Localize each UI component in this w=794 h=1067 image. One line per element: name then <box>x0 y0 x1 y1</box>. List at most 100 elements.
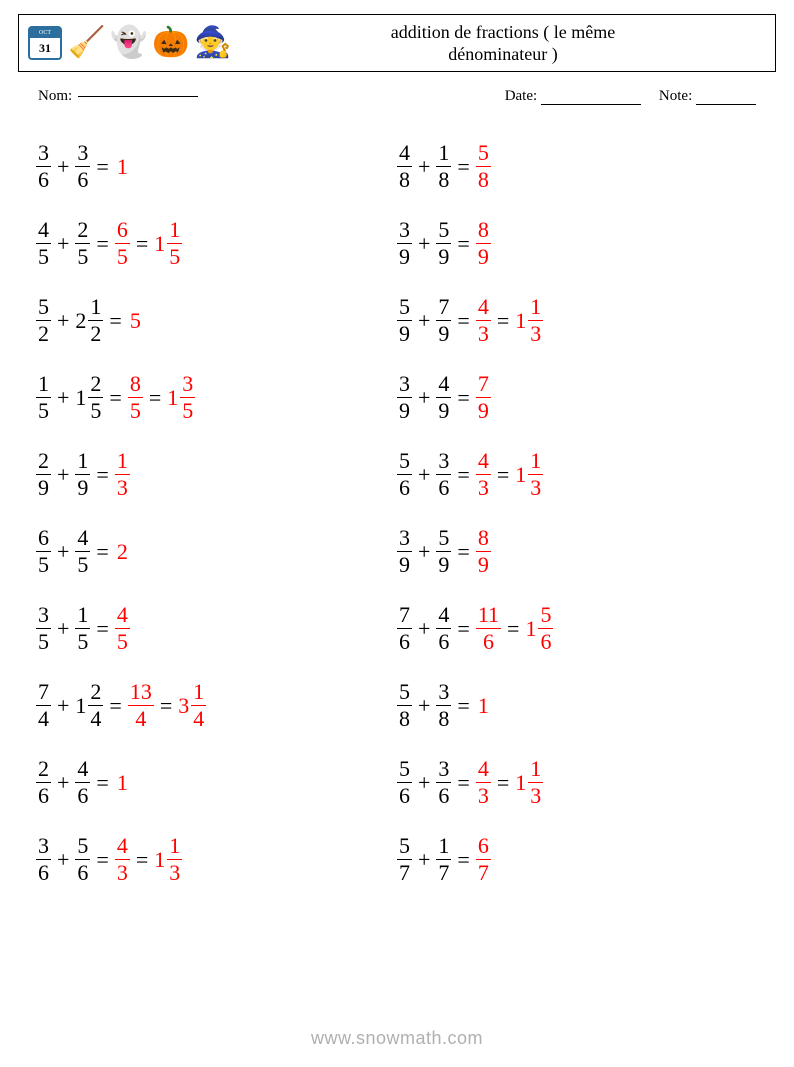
pumpkin-icon: 🎃 <box>153 25 189 61</box>
answer-fraction: 43 <box>476 450 491 499</box>
grade-label: Note: <box>659 88 692 104</box>
equals-sign: = <box>491 772 515 794</box>
fraction: 24 <box>88 681 103 730</box>
fraction: 36 <box>36 142 51 191</box>
expression: 39+59=89 <box>397 527 491 576</box>
plus-sign: + <box>51 541 75 563</box>
answer-fraction: 58 <box>476 142 491 191</box>
fraction: 25 <box>88 373 103 422</box>
equals-sign: = <box>451 156 475 178</box>
problem-row: 52+212=559+79=43=113 <box>36 296 758 345</box>
answer-fraction: 13 <box>115 450 130 499</box>
fraction: 13 <box>528 450 543 499</box>
fraction: 12 <box>88 296 103 345</box>
watermark: www.snowmath.com <box>0 1028 794 1049</box>
fraction: 59 <box>436 527 451 576</box>
fraction: 65 <box>36 527 51 576</box>
plus-sign: + <box>412 310 436 332</box>
answer-fraction: 43 <box>476 758 491 807</box>
mixed-number: 212 <box>75 296 103 345</box>
plus-sign: + <box>412 695 436 717</box>
fraction: 59 <box>397 296 412 345</box>
expression: 15+125=85=135 <box>36 373 195 422</box>
problem-cell: 56+36=43=113 <box>397 758 758 807</box>
equals-sign: = <box>491 310 515 332</box>
plus-sign: + <box>412 464 436 486</box>
equals-sign: = <box>451 310 475 332</box>
problem-cell: 76+46=116=156 <box>397 604 758 653</box>
fraction: 56 <box>538 604 553 653</box>
calendar-icon: OCT31 <box>28 26 62 60</box>
fraction: 76 <box>397 604 412 653</box>
expression: 36+36=1 <box>36 142 130 191</box>
fraction: 38 <box>436 681 451 730</box>
fraction: 36 <box>75 142 90 191</box>
problem-cell: 52+212=5 <box>36 296 397 345</box>
plus-sign: + <box>51 233 75 255</box>
fraction: 74 <box>36 681 51 730</box>
problem-cell: 58+38=1 <box>397 681 758 730</box>
date-blank[interactable] <box>541 104 641 105</box>
equals-sign: = <box>501 618 525 640</box>
problem-cell: 35+15=45 <box>36 604 397 653</box>
answer-whole: 1 <box>115 156 130 178</box>
answer-whole: 1 <box>115 772 130 794</box>
broom-icon: 🧹 <box>69 25 105 61</box>
equals-sign: = <box>451 695 475 717</box>
problem-cell: 56+36=43=113 <box>397 450 758 499</box>
plus-sign: + <box>51 772 75 794</box>
grade-blank[interactable] <box>696 104 756 105</box>
plus-sign: + <box>51 387 75 409</box>
fraction: 45 <box>36 219 51 268</box>
worksheet-title: addition de fractions ( le même dénomina… <box>231 17 775 70</box>
fraction: 48 <box>397 142 412 191</box>
fraction: 46 <box>75 758 90 807</box>
problem-cell: 39+59=89 <box>397 219 758 268</box>
answer-fraction: 67 <box>476 835 491 884</box>
equals-sign: = <box>90 849 114 871</box>
fraction: 49 <box>436 373 451 422</box>
ghost-icon: 👻 <box>111 25 147 61</box>
problem-cell: 36+56=43=113 <box>36 835 397 884</box>
answer-mixed: 113 <box>515 758 543 807</box>
expression: 36+56=43=113 <box>36 835 182 884</box>
problem-cell: 48+18=58 <box>397 142 758 191</box>
expression: 76+46=116=156 <box>397 604 553 653</box>
equals-sign: = <box>451 849 475 871</box>
meta-right: Date: Note: <box>505 88 756 105</box>
problem-row: 29+19=1356+36=43=113 <box>36 450 758 499</box>
problem-cell: 39+59=89 <box>397 527 758 576</box>
answer-fraction: 45 <box>115 604 130 653</box>
expression: 59+79=43=113 <box>397 296 543 345</box>
equals-sign: = <box>90 464 114 486</box>
fraction: 15 <box>75 604 90 653</box>
meta-row: Nom: Date: Note: <box>26 78 768 114</box>
problem-cell: 36+36=1 <box>36 142 397 191</box>
fraction: 56 <box>397 758 412 807</box>
fraction: 46 <box>436 604 451 653</box>
problem-row: 36+56=43=11357+17=67 <box>36 835 758 884</box>
fraction: 39 <box>397 219 412 268</box>
date-label: Date: <box>505 88 537 104</box>
problem-row: 35+15=4576+46=116=156 <box>36 604 758 653</box>
fraction: 14 <box>191 681 206 730</box>
answer-mixed: 135 <box>167 373 195 422</box>
fraction: 56 <box>397 450 412 499</box>
fraction: 35 <box>180 373 195 422</box>
equals-sign: = <box>90 156 114 178</box>
name-blank[interactable] <box>78 96 198 97</box>
problem-cell: 26+46=1 <box>36 758 397 807</box>
expression: 39+49=79 <box>397 373 491 422</box>
problem-cell: 65+45=2 <box>36 527 397 576</box>
fraction: 19 <box>75 450 90 499</box>
fraction: 15 <box>167 219 182 268</box>
problem-row: 45+25=65=11539+59=89 <box>36 219 758 268</box>
answer-mixed: 113 <box>515 450 543 499</box>
problem-row: 65+45=239+59=89 <box>36 527 758 576</box>
fraction: 29 <box>36 450 51 499</box>
expression: 56+36=43=113 <box>397 758 543 807</box>
equals-sign: = <box>130 849 154 871</box>
fraction: 52 <box>36 296 51 345</box>
plus-sign: + <box>412 849 436 871</box>
equals-sign: = <box>130 233 154 255</box>
